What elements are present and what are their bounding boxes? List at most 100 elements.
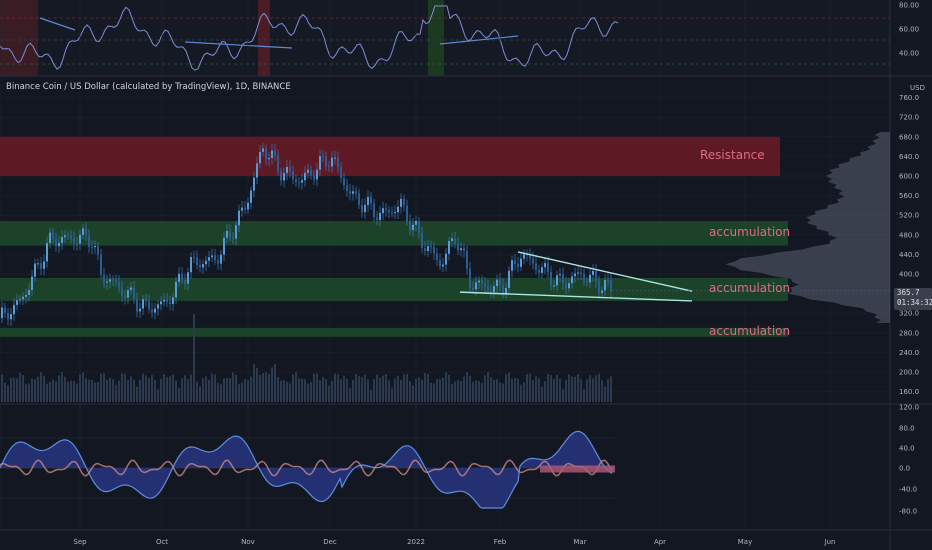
last-price-badge: 365.7 01:34:32 — [894, 288, 932, 310]
volume-bar — [85, 378, 87, 402]
volume-bar — [31, 378, 33, 402]
volume-bar — [91, 379, 93, 402]
volume-bar — [67, 381, 69, 402]
candle — [418, 220, 420, 233]
volume-bar — [427, 374, 429, 402]
volume-bar — [490, 377, 492, 402]
candle — [181, 273, 183, 280]
candle — [550, 272, 552, 286]
volume-bar — [334, 373, 336, 402]
volume-bar — [292, 374, 294, 402]
candle — [10, 314, 12, 320]
candle — [610, 280, 612, 292]
candle — [322, 156, 324, 158]
volume-bar — [286, 381, 288, 402]
volume-bar — [166, 377, 168, 402]
volume-bar — [352, 379, 354, 402]
candle — [463, 248, 465, 251]
volume-bar — [412, 385, 414, 402]
time-axis-label: Mar — [573, 538, 586, 546]
candle — [367, 196, 369, 206]
price-axis-label: 240.0 — [899, 349, 919, 357]
osc-axis-label: 0.0 — [899, 465, 910, 473]
volume-bar — [595, 375, 597, 402]
candle — [229, 230, 231, 238]
price-axis-label: 560.0 — [899, 192, 919, 200]
volume-bar — [493, 379, 495, 402]
candle — [487, 286, 489, 291]
volume-bar — [160, 378, 162, 402]
volume-bar — [607, 379, 609, 402]
candle — [502, 285, 504, 294]
candle — [484, 283, 486, 287]
candle — [361, 204, 363, 213]
candle — [433, 246, 435, 254]
volume-bar — [406, 373, 408, 402]
candle — [532, 258, 534, 264]
volume-bar — [553, 378, 555, 402]
volume-bar — [277, 377, 279, 402]
volume-bar — [358, 376, 360, 402]
candle — [157, 304, 159, 309]
candle — [193, 257, 195, 259]
candle — [505, 288, 507, 294]
volume-bar — [151, 375, 153, 402]
volume-bar — [535, 376, 537, 402]
rsi-oversold-band — [428, 0, 444, 76]
volume-bar — [556, 374, 558, 402]
candle — [340, 166, 342, 178]
rsi-pane — [0, 0, 890, 76]
volume-bar — [325, 378, 327, 402]
candle — [154, 308, 156, 313]
candle — [136, 299, 138, 312]
volume-bar — [40, 372, 42, 402]
rsi-overbought-band — [0, 0, 38, 76]
candle — [547, 263, 549, 273]
candle — [55, 239, 57, 247]
candle — [328, 166, 330, 168]
candles — [1, 142, 612, 327]
candle — [445, 253, 447, 265]
volume-bar — [163, 374, 165, 402]
volume-bar — [529, 373, 531, 402]
candle — [316, 169, 318, 180]
volume-bar — [4, 382, 6, 402]
volume-bar — [94, 382, 96, 402]
candle — [355, 191, 357, 194]
candle — [349, 190, 351, 194]
candle — [211, 255, 213, 258]
candle — [265, 148, 267, 160]
volume-bar — [589, 375, 591, 402]
candle — [31, 276, 33, 290]
volume-bar — [565, 380, 567, 402]
volume-bar — [193, 314, 195, 402]
candle — [223, 237, 225, 255]
volume-bar — [205, 376, 207, 402]
candle — [565, 283, 567, 289]
candle — [481, 280, 483, 284]
volume-bar — [592, 378, 594, 402]
candle — [517, 263, 519, 267]
candle — [292, 171, 294, 180]
candle — [187, 272, 189, 284]
volume-bar — [475, 380, 477, 402]
volume-bar — [511, 378, 513, 402]
candle — [427, 246, 429, 252]
candle — [553, 285, 555, 287]
volume-bar — [232, 372, 234, 402]
candle — [439, 260, 441, 267]
candle — [421, 232, 423, 249]
candle — [442, 264, 444, 267]
price-axis-label: 720.0 — [899, 114, 919, 122]
volume-bar — [184, 375, 186, 402]
candle — [559, 274, 561, 276]
time-axis-label: Oct — [156, 538, 168, 546]
candle — [37, 263, 39, 265]
volume-bar — [415, 378, 417, 402]
volume-bar — [199, 386, 201, 402]
rsi-axis-label: 40.00 — [899, 50, 919, 58]
price-axis-label: 160.0 — [899, 388, 919, 396]
candle — [100, 254, 102, 275]
candle — [307, 169, 309, 173]
